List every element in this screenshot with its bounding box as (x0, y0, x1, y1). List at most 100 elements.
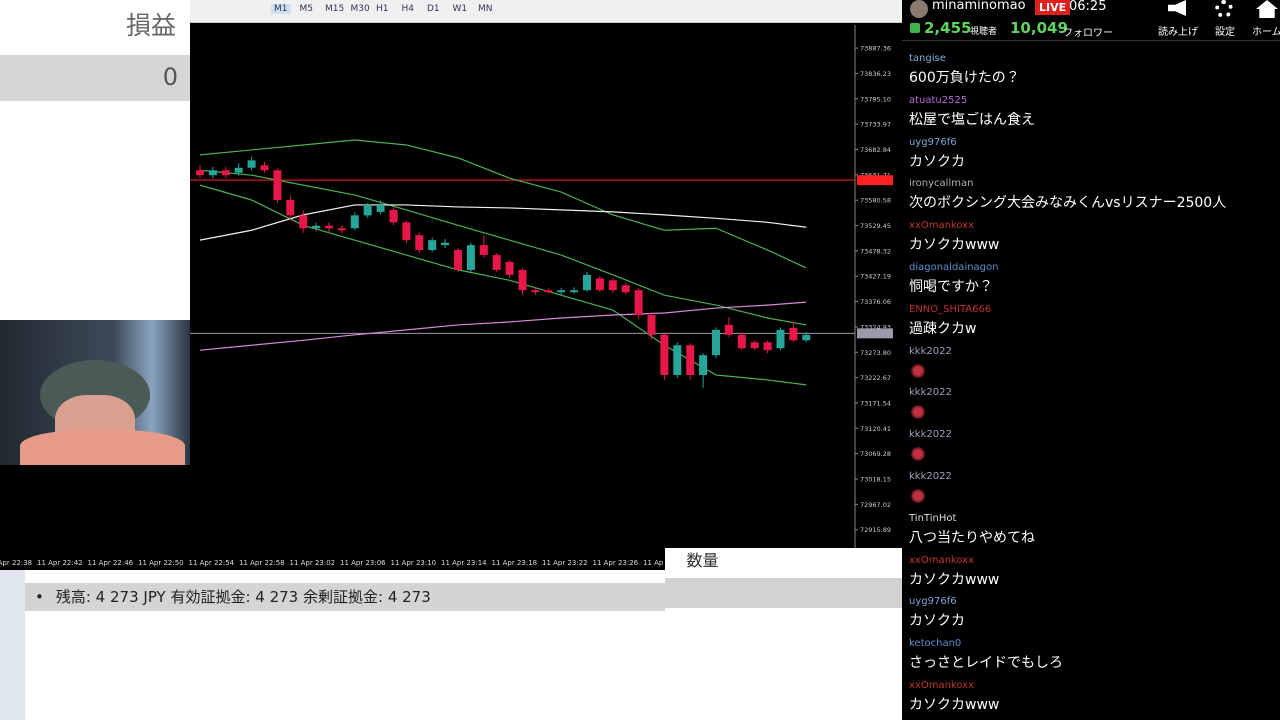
timeframe-button[interactable]: MN (478, 4, 493, 14)
chat-username[interactable]: ketochan0 (909, 638, 962, 650)
toolbar: M1 M5 M15 M30 H1 H4 D1 W1 MN (190, 0, 902, 23)
time-axis: 11 Apr 22:38 11 Apr 22:42 11 Apr 22:46 11 A… (0, 548, 665, 570)
chat-message: 松屋で塩ごはん食え (909, 111, 1035, 128)
followers-label: フォロワー (1063, 28, 1113, 39)
candle-body (583, 274, 591, 291)
chat-username[interactable]: xxOmankoxx (909, 554, 974, 566)
chat-username[interactable]: tangise (909, 53, 946, 64)
pnl-band: 0 (0, 55, 190, 101)
chat-message: カソクカwww (909, 571, 1000, 588)
chat-pane: minaminomao LIVE 06:25 2,455 視聴者 10,049 … (902, 0, 1280, 720)
chat-username[interactable]: ironycallman (909, 178, 974, 190)
chat-stamp (911, 405, 925, 420)
y-tick-label: 73682.84 (860, 146, 891, 154)
viewers: 2,455 (924, 19, 972, 37)
chat-username[interactable]: kkk2022 (909, 471, 952, 482)
candle-body (441, 242, 450, 246)
price-marker (857, 175, 893, 186)
divider (902, 40, 1280, 41)
candle-body (337, 228, 346, 231)
y-tick-label: 73887.36 (860, 45, 891, 53)
read-aloud-button[interactable]: 読み上げ (1158, 27, 1198, 38)
indicator-line (199, 301, 807, 351)
chat-username[interactable]: kkk2022 (909, 429, 952, 441)
candle-body (454, 250, 462, 270)
timeframe-button[interactable]: M1 (271, 4, 291, 14)
candle-body (737, 334, 746, 349)
chat-message: 次のボクシング大会みなみくんvsリスナー2500人 (909, 195, 1227, 212)
chat-username[interactable]: xxOmankoxx (909, 220, 974, 232)
chat-username[interactable]: xxOmankoxx (909, 680, 974, 691)
x-tick-label: 11 Apr 23:18 (492, 559, 538, 567)
candle-body (699, 355, 708, 375)
x-tick-label: 11 Apr 22:58 (239, 559, 285, 567)
account-panel: • 残高: 4 273 JPY 有効証拠金: 4 273 余剰証拠金: 4 273 (0, 570, 665, 720)
timeframe-button[interactable]: H1 (376, 4, 389, 14)
candle-body (312, 225, 321, 229)
x-tick-label: 11 Apr 23:02 (290, 559, 336, 567)
candle-body (802, 334, 811, 341)
panel-blank (665, 608, 902, 720)
chat-message: 恫喝ですか？ (909, 279, 993, 295)
candle-body (673, 345, 682, 375)
x-tick-label: 11 Apr 23:22 (542, 559, 588, 567)
candle-body (273, 170, 282, 200)
home-icon (1256, 0, 1278, 18)
candle-body (363, 204, 372, 216)
y-tick-label: 73324.93 (860, 323, 891, 331)
candle-body (776, 329, 785, 349)
candle-body (531, 290, 540, 293)
timeframe-button[interactable]: M15 (325, 4, 345, 14)
time-axis-bg (0, 548, 665, 570)
candle-body (247, 160, 256, 168)
chat-username[interactable]: uyg976f6 (909, 596, 957, 608)
live-badge: LIVE (1035, 0, 1071, 15)
y-tick-label: 73018.15 (860, 476, 891, 484)
gear-icon (1215, 0, 1233, 18)
timeframe-button[interactable]: M5 (299, 4, 314, 14)
bullet: • (35, 588, 44, 606)
price-marker (857, 328, 893, 339)
candle-body (608, 280, 617, 291)
timeframe-button[interactable]: M30 (350, 4, 370, 14)
y-tick-label: 72967.02 (860, 501, 891, 509)
chat-username[interactable]: kkk2022 (909, 387, 952, 399)
chat-username[interactable]: kkk2022 (909, 345, 952, 357)
chat-username[interactable]: ENNO_SHITA666 (909, 303, 992, 315)
home-button[interactable]: ホーム (1252, 27, 1280, 38)
candle-body (325, 225, 333, 229)
y-tick-label: 73836.23 (860, 70, 891, 78)
followers: 10,049 (1010, 19, 1068, 37)
chat-username[interactable]: atuatu2525 (909, 94, 968, 106)
chat-username[interactable]: TinTinHot (909, 512, 957, 524)
y-tick-label: 73069.28 (860, 450, 891, 458)
timeframe-button[interactable]: D1 (427, 4, 440, 14)
candle-body (621, 285, 630, 293)
candle-body (647, 315, 656, 335)
indicator-line (199, 169, 807, 326)
pnl-value: 0 (162, 63, 178, 91)
candle-body (789, 327, 798, 341)
chat-message: カソクカwww (909, 237, 1000, 254)
candle-body (557, 290, 566, 293)
chat-username[interactable]: uyg976f6 (909, 136, 957, 148)
y-tick-label: 73785.10 (860, 95, 891, 103)
viewer-icon (910, 23, 920, 33)
webcam (0, 320, 190, 465)
chat-list: tangise 600万負けたの？ atuatu2525 松屋で塩ごはん食え uyg97… (902, 0, 1280, 720)
y-tick-label: 73222.67 (860, 374, 891, 382)
candle-body (763, 342, 772, 351)
timeframe-button[interactable]: H4 (401, 4, 415, 14)
x-tick-label: 11 Apr 23:14 (441, 559, 487, 567)
candle-body (376, 204, 385, 212)
channel-name[interactable]: minaminomao (932, 0, 1026, 13)
timeframe-button[interactable]: W1 (452, 4, 468, 14)
chat-stamp (911, 489, 925, 503)
y-tick-label: 73478.32 (860, 247, 891, 255)
chat-username[interactable]: diagonaldainagon (909, 262, 999, 273)
column-header[interactable]: 数量 (665, 548, 740, 578)
settings-button[interactable]: 設定 (1215, 27, 1235, 38)
price-chart: 73887.36 73836.23 73785.10 73733.97 73682.84… (190, 25, 902, 548)
x-tick-label: 11 Apr 22:46 (88, 559, 134, 567)
